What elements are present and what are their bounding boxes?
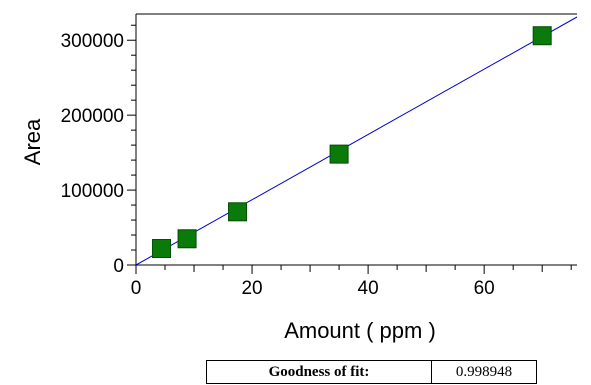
goodness-of-fit-table: Goodness of fit: 0.998948 [206,360,537,384]
goodness-of-fit-label: Goodness of fit: [206,360,432,384]
data-point-3 [329,144,349,164]
x-tick-label: 20 [241,278,262,299]
fit-line [136,16,577,265]
goodness-of-fit-value: 0.998948 [431,360,537,384]
x-axis-label: Amount ( ppm ) [284,318,436,343]
y-axis-label: Area [20,118,45,165]
y-tick-label: 100000 [61,181,124,202]
fit-table-row: Goodness of fit: 0.998948 [206,360,537,384]
x-tick-label: 60 [474,278,495,299]
x-tick-label: 40 [358,278,379,299]
data-point-2 [228,202,248,222]
plot-marks [135,13,577,266]
data-point-1 [177,229,197,249]
axis-ticks: 0 20 40 60 0 100000 200000 300000 [61,24,572,299]
data-point-4 [532,26,552,46]
x-tick-label: 0 [131,278,142,299]
data-point-0 [152,239,172,259]
y-tick-label: 0 [113,256,124,277]
y-tick-label: 300000 [61,31,124,52]
y-tick-label: 200000 [61,106,124,127]
